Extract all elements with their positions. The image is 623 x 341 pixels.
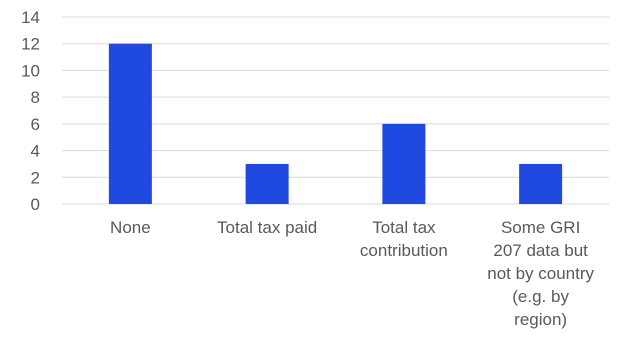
y-axis-ticks: 0 2 4 6 8 10 12 14 <box>21 8 40 214</box>
y-tick-label: 10 <box>21 61 40 80</box>
x-category-label-line: None <box>110 218 151 237</box>
y-tick-label: 14 <box>21 8 40 27</box>
x-category-label: Total tax contribution <box>360 218 448 260</box>
x-axis-labels: None Total tax paid Total tax contribution S… <box>110 218 594 329</box>
x-category-label-line: 207 data but <box>493 241 588 260</box>
y-tick-label: 8 <box>31 88 40 107</box>
x-category-label-line: not by country <box>487 264 594 283</box>
x-category-label: Total tax paid <box>217 218 317 237</box>
y-tick-label: 6 <box>31 115 40 134</box>
x-category-label-line: Total tax paid <box>217 218 317 237</box>
x-category-label-line: contribution <box>360 241 448 260</box>
bar <box>245 163 289 204</box>
bar <box>382 123 426 204</box>
bars <box>108 43 563 204</box>
y-tick-label: 12 <box>21 35 40 54</box>
x-category-label: None <box>110 218 151 237</box>
bar <box>108 43 152 204</box>
x-category-label-line: Total tax <box>372 218 436 237</box>
bar <box>519 163 563 204</box>
x-category-label: Some GRI 207 data but not by country (e.g. … <box>487 218 594 329</box>
y-tick-label: 2 <box>31 168 40 187</box>
x-category-label-line: region) <box>514 310 567 329</box>
y-tick-label: 0 <box>31 195 40 214</box>
y-tick-label: 4 <box>31 142 40 161</box>
x-category-label-line: Some GRI <box>501 218 580 237</box>
gridlines <box>62 16 609 205</box>
x-category-label-line: (e.g. by <box>512 287 569 306</box>
